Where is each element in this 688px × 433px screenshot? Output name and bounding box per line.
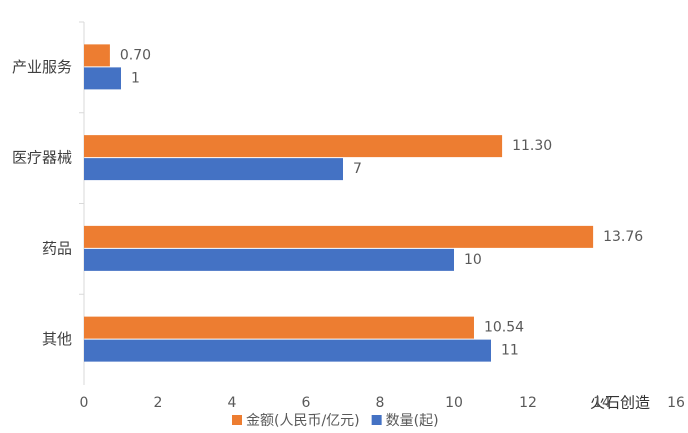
value-label: 11.30 [512,138,552,154]
x-tick-label: 0 [80,395,89,411]
x-tick-label: 16 [667,395,685,411]
value-label: 13.76 [603,229,643,245]
x-tick-label: 12 [519,395,537,411]
bar [84,135,503,158]
bar [84,339,491,362]
x-tick-label: 2 [154,395,163,411]
y-tick-label: 药品 [42,239,72,257]
x-tick-label: 4 [228,395,237,411]
bar [84,316,474,339]
y-tick-label: 其他 [42,330,72,348]
value-label: 7 [353,161,362,177]
legend-swatch [371,415,382,425]
bar [84,248,454,271]
y-tick-label: 产业服务 [12,58,72,76]
x-tick-label: 14 [593,395,611,411]
x-tick-label: 10 [445,395,463,411]
value-label: 10.54 [484,320,524,336]
legend-label: 金额(人民币/亿元) [246,413,360,429]
bar [84,44,110,67]
y-tick-label: 医疗器械 [12,149,72,167]
legend-swatch [232,415,242,425]
value-label: 10 [464,252,482,268]
value-label: 0.70 [120,47,151,63]
bar [84,158,343,181]
watermark: 火石创造 [590,394,650,412]
x-tick-label: 8 [376,395,385,411]
bar [84,67,121,90]
x-tick-label: 6 [302,395,311,411]
value-label: 11 [501,343,519,359]
value-label: 1 [131,70,140,86]
bar [84,225,594,248]
legend-label: 数量(起) [386,413,439,429]
